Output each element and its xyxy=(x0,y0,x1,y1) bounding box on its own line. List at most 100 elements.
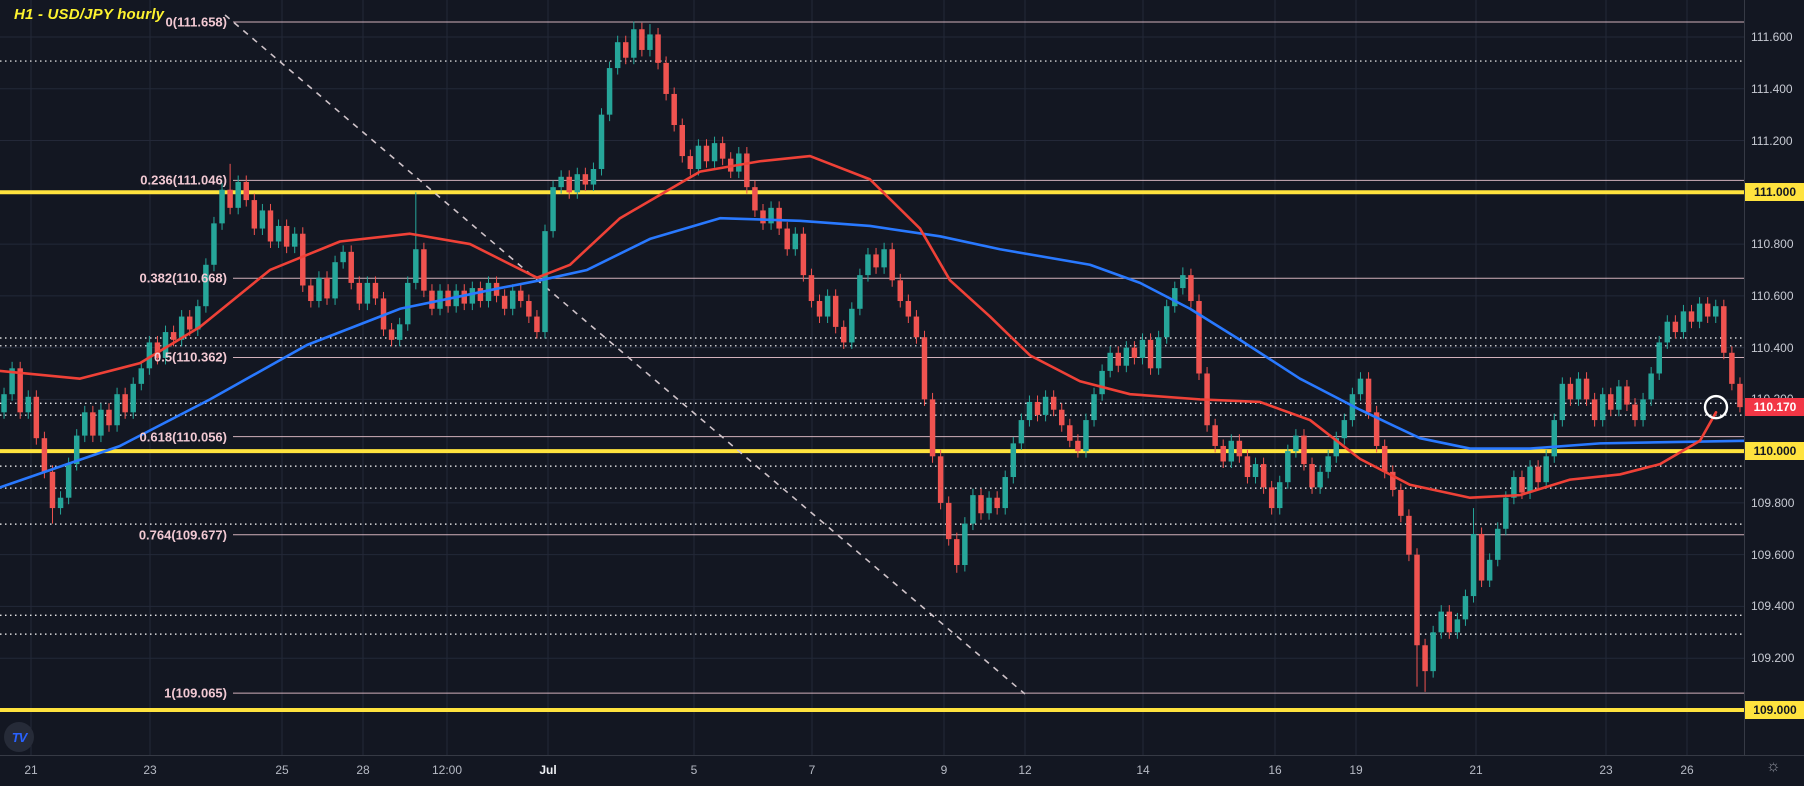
candle-body xyxy=(267,210,274,242)
candle-body xyxy=(1704,303,1711,317)
candle-body xyxy=(526,301,532,317)
candle-body xyxy=(1446,611,1453,633)
chart-plot-area[interactable] xyxy=(0,0,1744,755)
candle-body xyxy=(994,497,1000,509)
candle-body xyxy=(1309,464,1315,488)
candle-body xyxy=(235,181,241,208)
candle-body xyxy=(469,288,476,304)
candle-body xyxy=(73,435,80,465)
candle-body xyxy=(1002,477,1008,509)
candle-body xyxy=(1680,311,1687,333)
candle-body xyxy=(816,301,823,317)
candle-body xyxy=(1317,471,1323,488)
x-axis-label: 28 xyxy=(356,763,370,777)
candle-body xyxy=(364,282,371,304)
yellow-price-chip: 111.000 xyxy=(1745,183,1804,202)
candle-body xyxy=(485,282,492,302)
candle-body xyxy=(824,295,831,317)
candle-body xyxy=(606,68,613,115)
y-axis-label: 110.400 xyxy=(1751,340,1794,355)
x-axis-label: 19 xyxy=(1349,763,1363,777)
candle-body xyxy=(1075,440,1081,452)
candle-body xyxy=(945,502,952,540)
candle-body xyxy=(1042,396,1049,415)
candle-body xyxy=(195,306,201,330)
candle-body xyxy=(1333,438,1339,457)
candle-body xyxy=(1010,443,1017,478)
candle-body xyxy=(776,207,782,229)
candle-body xyxy=(57,497,64,509)
red-ma-line[interactable] xyxy=(0,154,1718,500)
candle-body xyxy=(1616,386,1622,410)
candle-body xyxy=(1293,435,1299,452)
candle-body xyxy=(501,295,508,309)
candle-body xyxy=(873,254,879,268)
candle-body xyxy=(1640,399,1646,421)
candle-body xyxy=(316,277,322,302)
candle-body xyxy=(308,285,314,302)
candle-body xyxy=(832,295,839,327)
x-axis-label: 26 xyxy=(1680,763,1694,777)
blue-ma-line[interactable] xyxy=(0,216,1744,489)
candle-body xyxy=(1713,306,1719,317)
candle-body xyxy=(1285,451,1291,483)
candle-body xyxy=(509,290,516,309)
candle-body xyxy=(1495,528,1501,560)
candle-body xyxy=(1648,373,1654,400)
candle-body xyxy=(1664,321,1671,343)
settings-gear-icon[interactable]: ☼ xyxy=(1766,758,1781,775)
x-axis-label: 7 xyxy=(808,763,816,777)
candle-body xyxy=(647,34,653,50)
time-axis[interactable]: 21 23 25 28 12:00 Jul 5 7 9 12 14 16 19 21 23 26 xyxy=(0,755,1804,786)
candle-body xyxy=(243,181,249,201)
candle-body xyxy=(1059,409,1065,426)
trendline[interactable] xyxy=(224,14,1026,695)
candle-body xyxy=(1301,435,1307,465)
price-axis[interactable]: 111.600 111.400 111.200 110.800 110.600 110.4… xyxy=(1744,0,1804,755)
last-price-marker[interactable] xyxy=(1703,394,1729,420)
candle-body xyxy=(211,223,217,265)
candle-body xyxy=(98,409,104,436)
candle-body xyxy=(954,539,960,566)
candle-body xyxy=(1575,378,1582,400)
yellow-price-chip: 110.000 xyxy=(1745,442,1804,461)
x-axis-label: Jul xyxy=(539,763,557,777)
candle-body xyxy=(82,412,88,436)
x-axis-label: 21 xyxy=(1469,763,1483,777)
candle-body xyxy=(1688,311,1695,322)
candle-body xyxy=(800,233,807,276)
tradingview-logo-icon[interactable]: TV xyxy=(4,722,34,752)
candle-body xyxy=(768,207,774,224)
candle-body xyxy=(1438,611,1444,633)
candle-body xyxy=(1341,420,1348,439)
candle-body xyxy=(1131,347,1138,358)
candle-body xyxy=(178,316,185,340)
x-axis-label: 23 xyxy=(143,763,157,777)
candle-body xyxy=(1268,487,1275,509)
candle-body xyxy=(937,456,944,503)
candle-body xyxy=(1462,596,1469,620)
candle-body xyxy=(792,233,799,250)
candle-body xyxy=(1591,399,1598,421)
candle-body xyxy=(1696,303,1703,322)
candle-body xyxy=(1026,401,1033,421)
candle-body xyxy=(1543,456,1549,483)
candle-body xyxy=(1430,632,1436,672)
candle-body xyxy=(1422,645,1428,672)
candle-body xyxy=(283,225,290,247)
candle-body xyxy=(1608,394,1614,410)
candle-body xyxy=(1406,515,1412,555)
candle-body xyxy=(582,174,589,185)
candle-body xyxy=(1018,420,1025,444)
candle-body xyxy=(477,288,484,302)
x-axis-label: 25 xyxy=(275,763,289,777)
candle-body xyxy=(49,471,56,509)
candle-body xyxy=(962,523,968,566)
candle-body xyxy=(558,176,564,188)
candle-body xyxy=(752,187,758,211)
candle-body xyxy=(122,394,128,413)
x-axis-label: 23 xyxy=(1599,763,1613,777)
candle-body xyxy=(574,174,581,193)
candle-body xyxy=(1236,440,1243,457)
